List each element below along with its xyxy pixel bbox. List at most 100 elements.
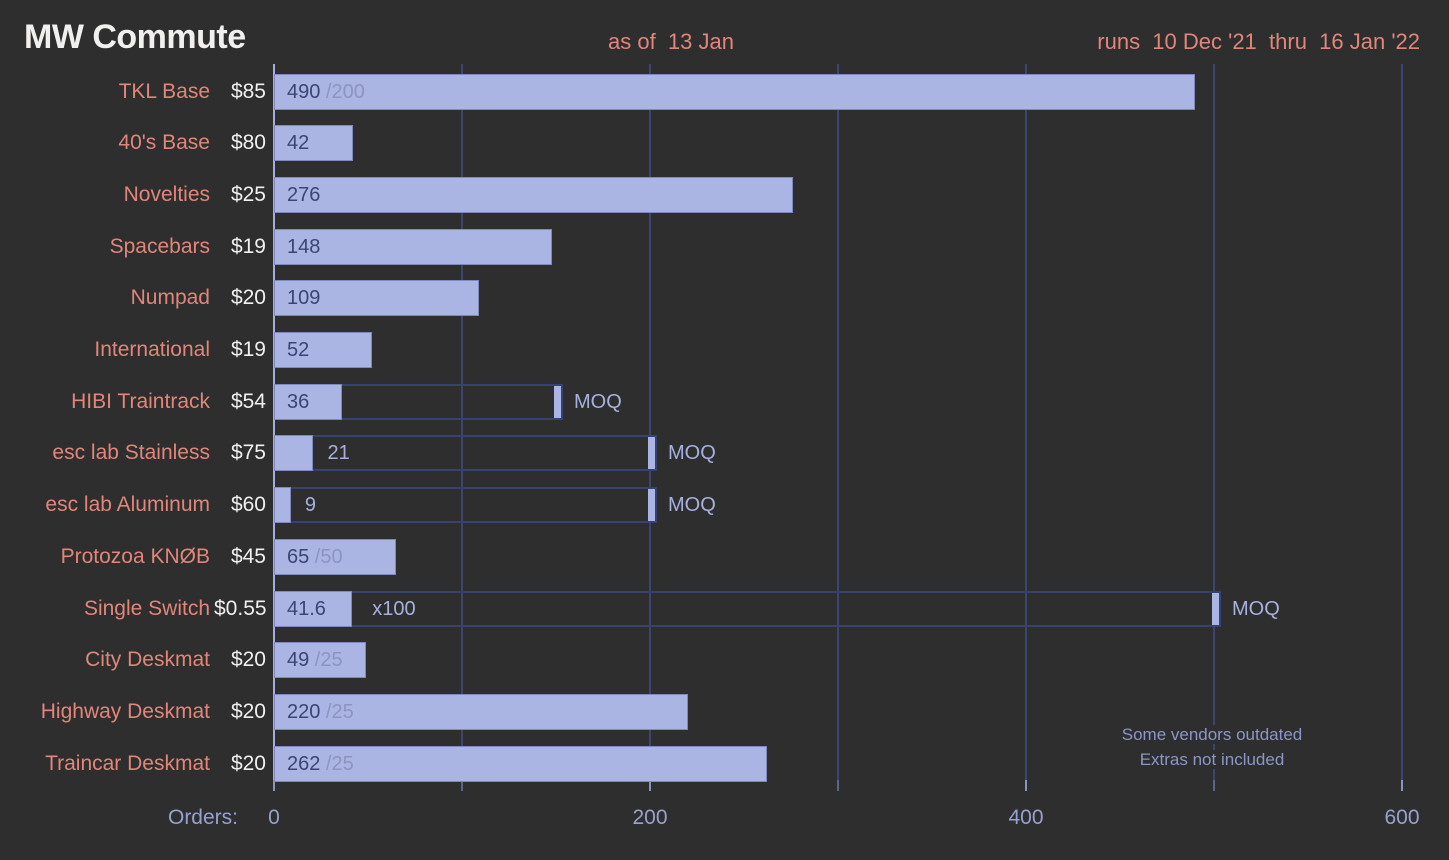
goal-count: /25 bbox=[320, 700, 354, 723]
axis-tick bbox=[1401, 780, 1403, 791]
axis-tick-label: 600 bbox=[1384, 806, 1420, 829]
category-label: esc lab Aluminum bbox=[45, 493, 210, 517]
gridline bbox=[837, 64, 839, 780]
order-bar: 36 bbox=[274, 383, 342, 420]
category-label: TKL Base bbox=[118, 79, 210, 103]
moq-threshold-cap bbox=[648, 489, 655, 522]
price-label: $0.55 bbox=[214, 596, 267, 620]
gridline bbox=[1213, 64, 1215, 780]
category-label: 40's Base bbox=[118, 131, 210, 155]
order-count: 65 /50 bbox=[287, 545, 343, 568]
axis-tick bbox=[461, 780, 463, 791]
axis-tick-label: 200 bbox=[632, 806, 668, 829]
moq-threshold-cap bbox=[554, 385, 561, 418]
order-bar: 109 bbox=[274, 280, 479, 317]
axis-tick-label: 0 bbox=[268, 806, 280, 829]
price-label: $20 bbox=[230, 751, 266, 775]
category-label: HIBI Traintrack bbox=[71, 389, 210, 413]
category-label: Spacebars bbox=[109, 234, 210, 258]
goal-count: /50 bbox=[309, 545, 343, 568]
axis-tick bbox=[1025, 780, 1027, 791]
price-label: $85 bbox=[230, 79, 266, 103]
footnotes: Some vendors outdated Extras not include… bbox=[1062, 722, 1362, 772]
bar-row: City Deskmat $20 49 /25 bbox=[0, 642, 1449, 679]
bar-row: Traincar Deskmat $20 262 /25 bbox=[0, 745, 1449, 782]
order-bar: 220 /25 bbox=[274, 693, 688, 730]
order-bar: 262 /25 bbox=[274, 745, 767, 782]
footnote-line: Some vendors outdated bbox=[1116, 725, 1308, 744]
order-bar bbox=[274, 487, 291, 524]
bar-row: Numpad $20 109 bbox=[0, 280, 1449, 317]
price-label: $19 bbox=[230, 234, 266, 258]
axis-tick bbox=[649, 780, 651, 791]
order-count: 36 bbox=[287, 390, 310, 413]
category-label: Numpad bbox=[130, 286, 210, 310]
price-label: $45 bbox=[230, 544, 266, 568]
order-count: 41.6 bbox=[287, 597, 326, 620]
axis-zero-line bbox=[273, 64, 275, 780]
order-bar: 490 /200 bbox=[274, 73, 1196, 110]
bar-row: International $19 52 bbox=[0, 332, 1449, 368]
bar-row: Highway Deskmat $20 220 /25 bbox=[0, 693, 1449, 730]
category-label: esc lab Stainless bbox=[52, 441, 210, 465]
order-count: 49 /25 bbox=[287, 649, 343, 672]
order-count: 42 bbox=[287, 132, 310, 155]
gridline bbox=[1401, 64, 1403, 780]
price-label: $25 bbox=[230, 182, 266, 206]
moq-label: MOQ bbox=[574, 390, 622, 413]
category-label: Protozoa KNØB bbox=[60, 544, 210, 568]
order-count: 21 bbox=[327, 442, 350, 465]
axis-tick-label: 400 bbox=[1008, 806, 1044, 829]
bar-row: HIBI Traintrack $54 MOQ 36 bbox=[0, 383, 1449, 420]
goal-count: /25 bbox=[320, 752, 354, 775]
axis-tick bbox=[273, 780, 275, 791]
axis-tick bbox=[1213, 780, 1215, 791]
bar-row: TKL Base $85 490 /200 bbox=[0, 73, 1449, 110]
bar-row: 40's Base $80 42 bbox=[0, 125, 1449, 162]
page-title: MW Commute bbox=[24, 18, 246, 56]
run-dates: runs 10 Dec '21 thru 16 Jan '22 bbox=[1097, 29, 1420, 54]
gridline bbox=[649, 64, 651, 780]
price-label: $19 bbox=[230, 338, 266, 361]
order-bar: 276 bbox=[274, 176, 793, 213]
order-count: 109 bbox=[287, 287, 321, 310]
order-count: 148 bbox=[287, 235, 321, 258]
price-label: $54 bbox=[230, 389, 266, 413]
order-bar: 49 /25 bbox=[274, 642, 367, 679]
order-count: 262 /25 bbox=[287, 752, 354, 775]
category-label: City Deskmat bbox=[85, 648, 210, 672]
axis-tick bbox=[837, 780, 839, 791]
order-bar: 52 bbox=[274, 332, 372, 368]
bar-row: Spacebars $19 148 bbox=[0, 228, 1449, 265]
bar-row: Novelties $25 276 bbox=[0, 176, 1449, 213]
bar-row: esc lab Stainless $75 MOQ 21 bbox=[0, 435, 1449, 472]
footnote-line: Extras not included bbox=[1134, 750, 1290, 769]
bar-row: Single Switch $0.55 MOQ 41.6 x100 bbox=[0, 590, 1449, 627]
moq-label: MOQ bbox=[1232, 597, 1280, 620]
order-bar bbox=[274, 435, 314, 472]
moq-threshold-cap bbox=[648, 437, 655, 470]
order-count: 490 /200 bbox=[287, 80, 365, 103]
price-label: $80 bbox=[230, 131, 266, 155]
order-bar: 41.6 bbox=[274, 590, 353, 627]
category-label: Novelties bbox=[123, 182, 210, 206]
moq-outline bbox=[274, 487, 657, 524]
category-label: Traincar Deskmat bbox=[45, 751, 210, 775]
x-axis-title: Orders: bbox=[167, 806, 238, 829]
category-label: Highway Deskmat bbox=[40, 699, 210, 723]
unit-multiplier-label: x100 bbox=[372, 597, 416, 620]
bar-row: Protozoa KNØB $45 65 /50 bbox=[0, 538, 1449, 575]
order-count: 9 bbox=[304, 494, 317, 517]
order-bar: 65 /50 bbox=[274, 538, 397, 575]
order-count: 52 bbox=[287, 339, 310, 361]
order-count: 276 bbox=[287, 183, 321, 206]
category-label: Single Switch bbox=[83, 596, 210, 620]
moq-outline bbox=[274, 590, 1221, 627]
price-label: $20 bbox=[230, 699, 266, 723]
order-count: 220 /25 bbox=[287, 700, 354, 723]
order-bar: 148 bbox=[274, 228, 553, 265]
gridline bbox=[461, 64, 463, 780]
moq-label: MOQ bbox=[668, 494, 716, 517]
category-label: International bbox=[94, 338, 210, 361]
